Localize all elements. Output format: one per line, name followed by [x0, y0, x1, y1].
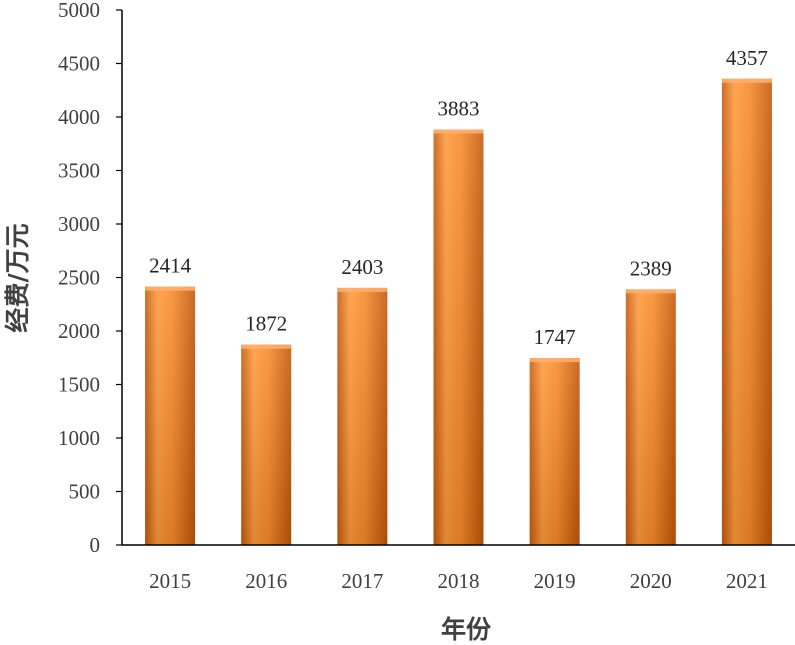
data-label-2018: 3883	[438, 97, 480, 121]
x-tick-label-2017: 2017	[341, 569, 383, 593]
y-tick-label: 5000	[58, 0, 100, 22]
y-tick-label: 2000	[58, 319, 100, 343]
y-tick-label: 1000	[58, 426, 100, 450]
bar-2017	[337, 287, 388, 545]
bar-shade	[337, 287, 388, 545]
bar-2018	[433, 129, 484, 546]
data-label-2017: 2403	[341, 255, 383, 279]
bar-2016	[241, 344, 292, 545]
bar-top-highlight	[241, 344, 292, 349]
data-label-2016: 1872	[245, 312, 287, 336]
y-tick-label: 4000	[58, 105, 100, 129]
y-axis-title: 经费/万元	[3, 223, 32, 332]
x-tick-label-2015: 2015	[149, 569, 191, 593]
bar-2021	[721, 78, 772, 546]
data-label-2020: 2389	[630, 256, 672, 280]
y-tick-label: 1500	[58, 373, 100, 397]
y-axis-ticks: 0 500 1000 1500 2000 2500 3000 3500 4000 4500 5000	[58, 0, 122, 557]
x-axis-ticks: 2015 2016 2017 2018 2019 2020 2021	[149, 569, 768, 593]
bar-shade	[529, 358, 580, 545]
bar-top-highlight	[145, 286, 196, 291]
bar-top-highlight	[625, 289, 676, 294]
y-tick-label: 4500	[58, 52, 100, 76]
bar-top-highlight	[529, 358, 580, 363]
y-tick-label: 0	[90, 533, 101, 557]
bars	[145, 78, 772, 546]
bar-2019	[529, 358, 580, 545]
bar-shade	[145, 286, 196, 545]
x-axis-title: 年份	[441, 615, 491, 644]
x-tick-label-2016: 2016	[245, 569, 287, 593]
y-tick-label: 500	[69, 480, 101, 504]
bar-shade	[433, 129, 484, 546]
bar-shade	[625, 289, 676, 545]
data-label-2021: 4357	[726, 46, 768, 70]
bar-shade	[721, 78, 772, 546]
bar-top-highlight	[337, 287, 388, 292]
bar-2015	[145, 286, 196, 545]
y-tick-label: 3500	[58, 159, 100, 183]
bar-top-highlight	[721, 78, 772, 83]
x-tick-label-2021: 2021	[726, 569, 768, 593]
data-label-2019: 1747	[534, 325, 576, 349]
bar-shade	[241, 344, 292, 545]
bar-top-highlight	[433, 129, 484, 134]
data-labels: 2414 1872 2403 3883 1747 2389 4357	[149, 46, 768, 349]
x-tick-label-2019: 2019	[534, 569, 576, 593]
x-tick-label-2020: 2020	[630, 569, 672, 593]
data-label-2015: 2414	[149, 254, 192, 278]
y-tick-label: 2500	[58, 266, 100, 290]
y-tick-label: 3000	[58, 212, 100, 236]
x-tick-label-2018: 2018	[438, 569, 480, 593]
bar-2020	[625, 289, 676, 545]
